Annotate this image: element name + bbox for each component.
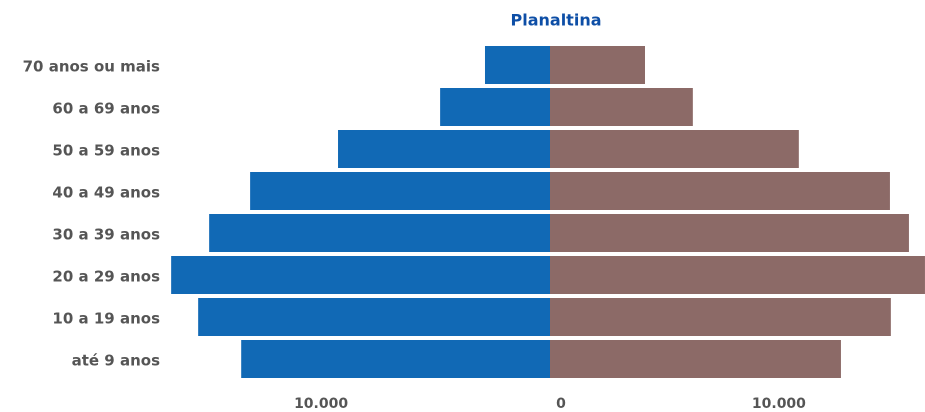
category-label: 70 anos ou mais: [23, 58, 160, 76]
category-label: 10 a 19 anos: [52, 310, 160, 328]
bar: [484, 46, 550, 84]
x-tick-label: 10.000: [752, 396, 806, 412]
category-label: 30 a 39 anos: [52, 226, 160, 244]
bar: [198, 298, 551, 336]
bar: [550, 88, 693, 126]
category-label: 50 a 59 anos: [52, 142, 160, 160]
bar: [209, 214, 550, 252]
bar: [550, 256, 925, 294]
x-tick-label: 0: [556, 396, 566, 412]
bar: [338, 130, 550, 168]
bar: [550, 340, 841, 378]
chart-title: Planaltina: [511, 11, 602, 30]
bar: [550, 130, 799, 168]
category-label: até 9 anos: [72, 352, 160, 370]
bar: [241, 340, 551, 378]
bar: [550, 172, 890, 210]
category-label: 40 a 49 anos: [52, 184, 160, 202]
bar: [550, 46, 645, 84]
bar: [440, 88, 550, 126]
bar: [171, 256, 550, 294]
bar: [250, 172, 550, 210]
bar: [550, 298, 891, 336]
bar: [550, 214, 909, 252]
category-label: 60 a 69 anos: [52, 100, 160, 118]
x-tick-label: 10.000: [294, 396, 348, 412]
category-label: 20 a 29 anos: [52, 268, 160, 286]
